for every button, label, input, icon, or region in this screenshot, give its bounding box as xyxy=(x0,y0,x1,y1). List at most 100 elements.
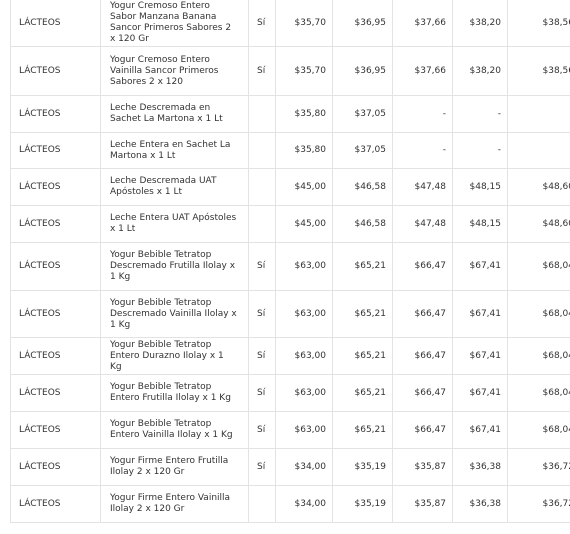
category-cell: LÁCTEOS xyxy=(10,46,101,96)
flag-cell: Sí xyxy=(248,411,276,449)
category-cell: LÁCTEOS xyxy=(10,205,101,243)
price-cell: $63,00 xyxy=(275,290,333,338)
table-row: LÁCTEOS Leche Descremada UAT Apóstoles x … xyxy=(10,168,570,206)
category-cell: LÁCTEOS xyxy=(10,411,101,449)
price-cell: $45,00 xyxy=(275,168,333,206)
table-row: LÁCTEOS Yogur Bebible Tetratop Entero Fru… xyxy=(10,374,570,412)
category-cell: LÁCTEOS xyxy=(10,95,101,133)
price-cell: $68,04 xyxy=(507,290,570,338)
price-cell: $36,38 xyxy=(452,448,508,486)
price-cell: $35,80 xyxy=(275,132,333,169)
price-cell: - xyxy=(452,132,508,169)
category-cell: LÁCTEOS xyxy=(10,448,101,486)
product-cell: Yogur Bebible Tetratop Descremado Vainil… xyxy=(100,290,249,338)
price-cell: $37,05 xyxy=(332,132,393,169)
category-cell: LÁCTEOS xyxy=(10,374,101,412)
table-row: LÁCTEOS Yogur Bebible Tetratop Entero Vai… xyxy=(10,411,570,449)
price-cell: $35,80 xyxy=(275,95,333,133)
price-cell: $38,56 xyxy=(507,46,570,96)
price-cell: $46,58 xyxy=(332,168,393,206)
flag-cell xyxy=(248,485,276,523)
price-cell: $65,21 xyxy=(332,374,393,412)
price-cell: $36,95 xyxy=(332,46,393,96)
price-cell: - xyxy=(507,95,570,133)
table-row: LÁCTEOS Yogur Bebible Tetratop Entero Dur… xyxy=(10,337,570,375)
table-row: LÁCTEOS Yogur Bebible Tetratop Descremado… xyxy=(10,290,570,338)
price-cell: $66,47 xyxy=(392,337,453,375)
price-cell: $36,95 xyxy=(332,0,393,47)
category-cell: LÁCTEOS xyxy=(10,337,101,375)
table-row: LÁCTEOS Leche Entera UAT Apóstoles x 1 Lt… xyxy=(10,205,570,243)
product-cell: Yogur Firme Entero Vainilla Ilolay 2 x 1… xyxy=(100,485,249,523)
price-cell: $35,87 xyxy=(392,485,453,523)
price-cell: - xyxy=(507,132,570,169)
table-row: LÁCTEOS Yogur Cremoso Entero Vainilla San… xyxy=(10,46,570,96)
table-row: LÁCTEOS Leche Entera en Sachet La Martona… xyxy=(10,132,570,169)
flag-cell: Sí xyxy=(248,374,276,412)
product-cell: Yogur Bebible Tetratop Descremado Frutil… xyxy=(100,242,249,291)
price-cell: $63,00 xyxy=(275,242,333,291)
price-cell: $68,04 xyxy=(507,411,570,449)
product-cell: Leche Entera UAT Apóstoles x 1 Lt xyxy=(100,205,249,243)
table-row: LÁCTEOS Yogur Firme Entero Vainilla Ilola… xyxy=(10,485,570,523)
flag-cell xyxy=(248,95,276,133)
price-cell: $65,21 xyxy=(332,411,393,449)
price-cell: $46,58 xyxy=(332,205,393,243)
price-cell: $63,00 xyxy=(275,411,333,449)
price-cell: $66,47 xyxy=(392,411,453,449)
product-cell: Yogur Bebible Tetratop Entero Frutilla I… xyxy=(100,374,249,412)
price-cell: $67,41 xyxy=(452,242,508,291)
price-cell: $36,72 xyxy=(507,448,570,486)
product-cell: Yogur Bebible Tetratop Entero Vainilla I… xyxy=(100,411,249,449)
flag-cell: Sí xyxy=(248,46,276,96)
flag-cell xyxy=(248,132,276,169)
product-cell: Yogur Cremoso Entero Sabor Manzana Banan… xyxy=(100,0,249,47)
price-cell: - xyxy=(392,95,453,133)
price-cell: $47,48 xyxy=(392,168,453,206)
price-cell: $35,19 xyxy=(332,448,393,486)
price-cell: $68,04 xyxy=(507,242,570,291)
price-cell: $36,38 xyxy=(452,485,508,523)
price-cell: $68,04 xyxy=(507,337,570,375)
price-cell: - xyxy=(392,132,453,169)
product-cell: Leche Descremada en Sachet La Martona x … xyxy=(100,95,249,133)
price-cell: $66,47 xyxy=(392,242,453,291)
price-cell: $36,72 xyxy=(507,485,570,523)
price-cell: $35,70 xyxy=(275,0,333,47)
price-cell: $67,41 xyxy=(452,411,508,449)
price-cell: $34,00 xyxy=(275,485,333,523)
price-cell: $67,41 xyxy=(452,337,508,375)
price-cell: $45,00 xyxy=(275,205,333,243)
price-cell: $38,20 xyxy=(452,46,508,96)
price-cell: $48,60 xyxy=(507,168,570,206)
flag-cell xyxy=(248,168,276,206)
price-cell: $67,41 xyxy=(452,374,508,412)
category-cell: LÁCTEOS xyxy=(10,290,101,338)
price-cell: $65,21 xyxy=(332,242,393,291)
flag-cell: Sí xyxy=(248,0,276,47)
flag-cell: Sí xyxy=(248,448,276,486)
product-cell: Yogur Bebible Tetratop Entero Durazno Il… xyxy=(100,337,249,375)
price-cell: $35,70 xyxy=(275,46,333,96)
product-cell: Leche Entera en Sachet La Martona x 1 Lt xyxy=(100,132,249,169)
price-cell: $37,66 xyxy=(392,46,453,96)
price-cell: $38,20 xyxy=(452,0,508,47)
table-row: LÁCTEOS Yogur Bebible Tetratop Descremado… xyxy=(10,242,570,291)
product-cell: Leche Descremada UAT Apóstoles x 1 Lt xyxy=(100,168,249,206)
price-cell: $63,00 xyxy=(275,374,333,412)
flag-cell: Sí xyxy=(248,290,276,338)
category-cell: LÁCTEOS xyxy=(10,168,101,206)
price-cell: $65,21 xyxy=(332,337,393,375)
price-cell: $66,47 xyxy=(392,290,453,338)
price-table: LÁCTEOS Yogur Cremoso Entero Sabor Manzan… xyxy=(10,0,570,523)
price-cell: $47,48 xyxy=(392,205,453,243)
price-cell: $35,87 xyxy=(392,448,453,486)
product-cell: Yogur Cremoso Entero Vainilla Sancor Pri… xyxy=(100,46,249,96)
product-cell: Yogur Firme Entero Frutilla Ilolay 2 x 1… xyxy=(100,448,249,486)
category-cell: LÁCTEOS xyxy=(10,242,101,291)
price-cell: $63,00 xyxy=(275,337,333,375)
flag-cell xyxy=(248,205,276,243)
price-cell: $34,00 xyxy=(275,448,333,486)
price-cell: $48,15 xyxy=(452,205,508,243)
